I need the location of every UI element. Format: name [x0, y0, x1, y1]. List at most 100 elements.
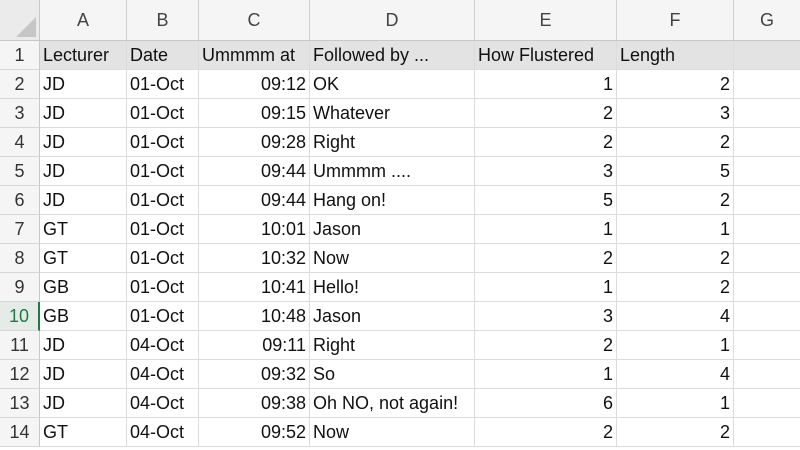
table-cell-date[interactable]: 01-Oct: [127, 273, 199, 302]
table-cell-date[interactable]: 04-Oct: [127, 418, 199, 447]
table-cell-length[interactable]: 1: [617, 215, 734, 244]
table-cell-lecturer[interactable]: JD: [40, 186, 127, 215]
table-cell-length[interactable]: 2: [617, 244, 734, 273]
row-header-4[interactable]: 4: [0, 128, 40, 157]
table-cell-length[interactable]: 2: [617, 70, 734, 99]
table-cell-lecturer[interactable]: JD: [40, 331, 127, 360]
header-cell-length[interactable]: Length: [617, 41, 734, 70]
header-cell-followed-by[interactable]: Followed by ...: [310, 41, 475, 70]
row-header-3[interactable]: 3: [0, 99, 40, 128]
table-cell-length[interactable]: 4: [617, 360, 734, 389]
table-cell-length[interactable]: 2: [617, 273, 734, 302]
table-cell-length[interactable]: 5: [617, 157, 734, 186]
table-cell-date[interactable]: 01-Oct: [127, 128, 199, 157]
table-cell-g[interactable]: [734, 99, 800, 128]
table-cell-time[interactable]: 09:44: [199, 157, 310, 186]
table-cell-time[interactable]: 10:32: [199, 244, 310, 273]
table-cell-length[interactable]: 2: [617, 128, 734, 157]
table-cell-date[interactable]: 01-Oct: [127, 215, 199, 244]
row-header-12[interactable]: 12: [0, 360, 40, 389]
header-cell-how-flustered[interactable]: How Flustered: [475, 41, 617, 70]
table-cell-g[interactable]: [734, 157, 800, 186]
table-cell-how-flustered[interactable]: 5: [475, 186, 617, 215]
table-cell-followed-by[interactable]: Right: [310, 331, 475, 360]
table-cell-date[interactable]: 01-Oct: [127, 70, 199, 99]
table-cell-followed-by[interactable]: Now: [310, 244, 475, 273]
table-cell-date[interactable]: 01-Oct: [127, 186, 199, 215]
table-cell-time[interactable]: 09:32: [199, 360, 310, 389]
table-cell-time[interactable]: 09:28: [199, 128, 310, 157]
table-cell-date[interactable]: 04-Oct: [127, 331, 199, 360]
table-cell-how-flustered[interactable]: 2: [475, 418, 617, 447]
table-cell-followed-by[interactable]: Now: [310, 418, 475, 447]
table-cell-time[interactable]: 10:01: [199, 215, 310, 244]
table-cell-how-flustered[interactable]: 2: [475, 99, 617, 128]
table-cell-followed-by[interactable]: OK: [310, 70, 475, 99]
column-header-e[interactable]: E: [475, 0, 617, 41]
row-header-13[interactable]: 13: [0, 389, 40, 418]
table-cell-g[interactable]: [734, 128, 800, 157]
row-header-9[interactable]: 9: [0, 273, 40, 302]
table-cell-followed-by[interactable]: Right: [310, 128, 475, 157]
table-cell-g[interactable]: [734, 186, 800, 215]
table-cell-how-flustered[interactable]: 1: [475, 360, 617, 389]
table-cell-g[interactable]: [734, 418, 800, 447]
table-cell-date[interactable]: 01-Oct: [127, 157, 199, 186]
table-cell-g[interactable]: [734, 389, 800, 418]
row-header-8[interactable]: 8: [0, 244, 40, 273]
row-header-1[interactable]: 1: [0, 41, 40, 70]
table-cell-followed-by[interactable]: Hang on!: [310, 186, 475, 215]
table-cell-g[interactable]: [734, 70, 800, 99]
header-cell-date[interactable]: Date: [127, 41, 199, 70]
table-cell-g[interactable]: [734, 360, 800, 389]
column-header-a[interactable]: A: [40, 0, 127, 41]
table-cell-how-flustered[interactable]: 1: [475, 70, 617, 99]
column-header-b[interactable]: B: [127, 0, 199, 41]
column-header-f[interactable]: F: [617, 0, 734, 41]
header-cell-ummmm-at[interactable]: Ummmm at: [199, 41, 310, 70]
table-cell-lecturer[interactable]: GB: [40, 273, 127, 302]
table-cell-followed-by[interactable]: So: [310, 360, 475, 389]
table-cell-length[interactable]: 4: [617, 302, 734, 331]
table-cell-how-flustered[interactable]: 2: [475, 128, 617, 157]
table-cell-lecturer[interactable]: GB: [40, 302, 127, 331]
table-cell-how-flustered[interactable]: 3: [475, 157, 617, 186]
table-cell-length[interactable]: 2: [617, 186, 734, 215]
table-cell-how-flustered[interactable]: 3: [475, 302, 617, 331]
table-cell-lecturer[interactable]: JD: [40, 389, 127, 418]
row-header-14[interactable]: 14: [0, 418, 40, 447]
select-all-corner[interactable]: [0, 0, 40, 41]
table-cell-followed-by[interactable]: Whatever: [310, 99, 475, 128]
table-cell-date[interactable]: 01-Oct: [127, 99, 199, 128]
row-header-6[interactable]: 6: [0, 186, 40, 215]
table-cell-lecturer[interactable]: JD: [40, 70, 127, 99]
column-header-c[interactable]: C: [199, 0, 310, 41]
table-cell-how-flustered[interactable]: 6: [475, 389, 617, 418]
table-cell-lecturer[interactable]: JD: [40, 360, 127, 389]
header-cell-g[interactable]: [734, 41, 800, 70]
table-cell-followed-by[interactable]: Jason: [310, 302, 475, 331]
row-header-11[interactable]: 11: [0, 331, 40, 360]
table-cell-how-flustered[interactable]: 2: [475, 331, 617, 360]
table-cell-time[interactable]: 09:52: [199, 418, 310, 447]
table-cell-lecturer[interactable]: JD: [40, 128, 127, 157]
table-cell-date[interactable]: 01-Oct: [127, 302, 199, 331]
table-cell-followed-by[interactable]: Oh NO, not again!: [310, 389, 475, 418]
table-cell-g[interactable]: [734, 244, 800, 273]
table-cell-lecturer[interactable]: JD: [40, 157, 127, 186]
table-cell-g[interactable]: [734, 302, 800, 331]
column-header-d[interactable]: D: [310, 0, 475, 41]
table-cell-date[interactable]: 04-Oct: [127, 389, 199, 418]
row-header-2[interactable]: 2: [0, 70, 40, 99]
table-cell-followed-by[interactable]: Hello!: [310, 273, 475, 302]
table-cell-length[interactable]: 1: [617, 331, 734, 360]
header-cell-lecturer[interactable]: Lecturer: [40, 41, 127, 70]
row-header-10[interactable]: 10: [0, 302, 40, 331]
table-cell-time[interactable]: 09:38: [199, 389, 310, 418]
table-cell-how-flustered[interactable]: 1: [475, 273, 617, 302]
table-cell-date[interactable]: 04-Oct: [127, 360, 199, 389]
table-cell-g[interactable]: [734, 331, 800, 360]
table-cell-lecturer[interactable]: GT: [40, 244, 127, 273]
table-cell-time[interactable]: 09:12: [199, 70, 310, 99]
table-cell-time[interactable]: 09:44: [199, 186, 310, 215]
